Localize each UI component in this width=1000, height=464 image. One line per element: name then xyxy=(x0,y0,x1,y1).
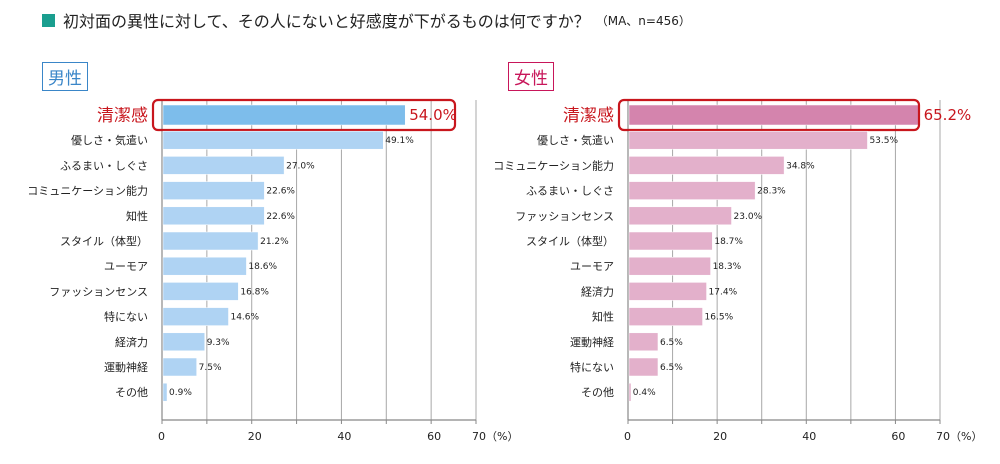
bar xyxy=(628,282,707,301)
highlight-box xyxy=(617,98,921,132)
category-label: ふるまい・しぐさ xyxy=(526,185,614,198)
value-label: 14.6% xyxy=(230,313,259,323)
tick-label: 20 xyxy=(713,430,727,443)
bar xyxy=(628,357,659,377)
bar xyxy=(628,382,632,402)
value-label: 17.4% xyxy=(709,287,738,297)
category-label: 知性 xyxy=(592,310,614,324)
tick-label: 70（%） xyxy=(936,430,982,443)
bar xyxy=(162,256,247,276)
bar xyxy=(628,130,868,150)
bar xyxy=(628,206,732,226)
value-label: 22.6% xyxy=(266,212,295,222)
value-label: 49.1% xyxy=(385,136,414,146)
tick-label: 0 xyxy=(158,430,165,443)
tick-label: 0 xyxy=(624,430,631,443)
bar xyxy=(162,282,239,301)
chart-header: 初対面の異性に対して、その人にないと好感度が下がるものは何ですか？ （MA、n=… xyxy=(42,8,691,32)
category-label: その他 xyxy=(581,386,614,399)
value-label: 27.0% xyxy=(286,161,315,171)
value-label: 53.5% xyxy=(869,136,898,146)
bar xyxy=(162,181,265,200)
category-label: 優しさ・気遣い xyxy=(71,133,148,147)
value-label: 16.8% xyxy=(240,287,269,297)
tick-label: 40 xyxy=(802,430,816,443)
bar xyxy=(628,332,659,352)
title-square-icon xyxy=(42,13,55,27)
bar xyxy=(162,206,265,226)
bar xyxy=(162,307,229,326)
chart-note: （MA、n=456） xyxy=(595,13,691,28)
bar xyxy=(628,181,756,200)
value-label: 23.0% xyxy=(734,212,763,222)
value-label: 21.2% xyxy=(260,237,289,247)
category-label: 清潔感 xyxy=(563,106,614,126)
category-label: 特にない xyxy=(570,360,614,374)
panel-label-female: 女性 xyxy=(508,62,554,91)
value-label: 18.3% xyxy=(713,262,742,272)
category-label: 経済力 xyxy=(581,284,614,298)
tick-label: 40 xyxy=(337,430,351,443)
value-label: 6.5% xyxy=(660,338,683,348)
tick-label: 20 xyxy=(248,430,262,443)
value-label: 18.6% xyxy=(248,262,277,272)
bar xyxy=(162,130,384,150)
panel-label-male: 男性 xyxy=(42,62,88,91)
category-label: ファッションセンス xyxy=(49,285,148,298)
category-label: 特にない xyxy=(104,310,148,324)
highlight-box xyxy=(151,98,457,132)
value-label: 65.2% xyxy=(924,106,972,124)
tick-label: 70 xyxy=(472,430,486,443)
bar xyxy=(162,332,205,352)
value-label: 18.7% xyxy=(714,237,743,247)
category-label: 運動神経 xyxy=(104,360,148,374)
category-label: ユーモア xyxy=(570,260,614,273)
category-label: 清潔感 xyxy=(97,106,148,126)
value-label: 16.5% xyxy=(705,313,734,323)
value-label: 34.8% xyxy=(786,161,815,171)
category-label: ふるまい・しぐさ xyxy=(60,159,148,172)
category-label: コミュニケーション能力 xyxy=(493,158,614,172)
bar xyxy=(162,382,168,402)
chart-title: 初対面の異性に対して、その人にないと好感度が下がるものは何ですか？ xyxy=(63,12,590,31)
category-label: スタイル（体型） xyxy=(526,234,614,248)
value-label: 28.3% xyxy=(757,187,786,197)
value-label: 7.5% xyxy=(199,363,222,373)
bar xyxy=(162,231,259,251)
value-label: 0.4% xyxy=(633,388,656,398)
bar xyxy=(628,256,711,276)
category-label: コミュニケーション能力 xyxy=(27,184,148,198)
bar xyxy=(162,357,197,377)
category-label: 知性 xyxy=(126,209,148,223)
bar xyxy=(628,104,920,126)
tick-label: 60 xyxy=(427,430,441,443)
category-label: ユーモア xyxy=(104,260,148,273)
value-label: 22.6% xyxy=(266,187,295,197)
bar xyxy=(162,104,406,126)
bar xyxy=(628,231,713,251)
category-label: ファッションセンス xyxy=(515,210,614,223)
category-label: スタイル（体型） xyxy=(60,234,148,248)
category-label: その他 xyxy=(115,386,148,399)
value-label: 0.9% xyxy=(169,388,192,398)
category-label: 運動神経 xyxy=(570,335,614,349)
bar xyxy=(162,156,285,175)
value-label: 9.3% xyxy=(207,338,230,348)
bar xyxy=(628,156,785,175)
tick-label: 60 xyxy=(891,430,905,443)
axis-unit: （%） xyxy=(486,430,518,443)
value-label: 54.0% xyxy=(409,106,457,124)
value-label: 6.5% xyxy=(660,363,683,373)
bar xyxy=(628,307,703,326)
category-label: 優しさ・気遣い xyxy=(537,133,614,147)
category-label: 経済力 xyxy=(115,335,148,349)
